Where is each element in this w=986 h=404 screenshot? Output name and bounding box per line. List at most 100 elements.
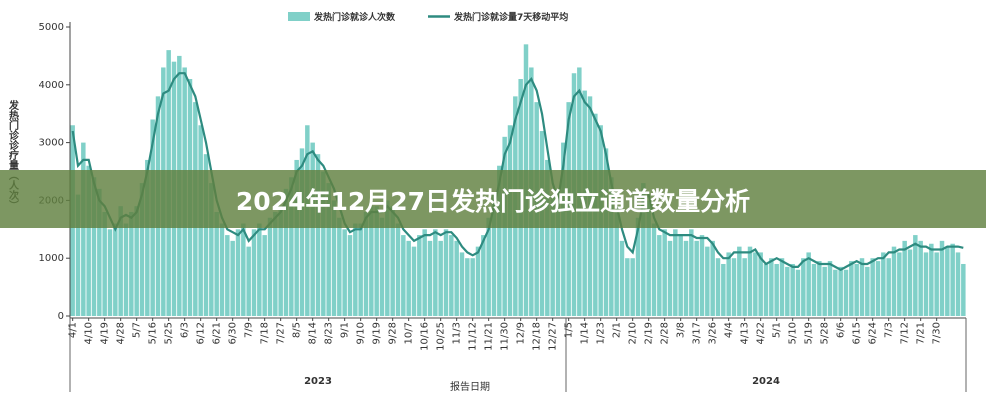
bar [262,235,267,316]
bar [145,159,150,316]
x-tick-label: 3/8 [676,322,687,338]
bar [459,252,465,316]
x-tick-label: 4/22 [756,322,767,344]
bar [603,148,609,316]
bar [614,211,619,316]
bar [139,183,145,316]
bar [667,240,673,316]
bar [417,235,422,316]
bar [747,246,753,316]
bar [731,258,737,316]
x-tick-label: 6/6 [836,322,847,338]
bar [721,263,726,316]
bar [123,223,129,316]
bar [710,240,715,316]
bar [358,223,363,316]
bar [913,235,918,316]
bar [694,240,699,316]
bar [257,223,262,316]
bar [795,269,801,316]
legend-swatch [288,12,310,21]
bar [225,235,230,316]
bar [454,240,459,316]
bar [289,177,294,316]
x-tick-label: 4/4 [724,322,735,338]
bar [385,200,390,316]
bar [129,211,134,316]
bar [230,240,235,316]
bar [246,246,251,316]
x-tick-label: 1/5 [564,322,575,338]
x-tick-label: 2/10 [628,322,639,344]
bar [758,252,763,316]
bar [854,263,859,316]
bar [449,235,454,316]
bar [422,229,427,316]
bar [779,258,785,316]
y-tick-label: 1000 [39,253,64,264]
x-tick-label: 6/24 [868,322,879,344]
x-tick-label: 12/18 [532,322,543,351]
x-tick-label: 2/28 [660,322,671,344]
x-tick-label: 6/12 [196,322,207,344]
bar [203,154,209,316]
x-tick-label: 2/19 [644,322,655,344]
bar [753,252,758,316]
x-tick-label: 5/1 [772,322,783,338]
bar [881,252,886,316]
bar [929,243,934,316]
x-tick-label: 5/7 [132,322,143,338]
bar [134,206,139,316]
bar [337,217,342,316]
bar [678,235,683,316]
bar [347,235,353,316]
bar [561,142,566,316]
bar [401,235,406,316]
bar [673,229,678,316]
bar [950,243,955,316]
bar [86,165,91,316]
bar [545,159,550,316]
bar [769,258,774,316]
bar [379,217,385,316]
x-tick-label: 4/19 [100,322,111,344]
bar [609,177,614,316]
bar [806,252,811,316]
bar [481,235,486,316]
bar [491,194,497,316]
bar [715,258,721,316]
bar [689,229,694,316]
bar [790,263,795,316]
bar [97,188,102,316]
bar [369,206,374,316]
bar [683,240,689,316]
x-tick-label: 7/27 [276,322,287,344]
bar [822,266,827,316]
bar [443,229,449,316]
y-tick-label: 0 [58,311,64,322]
x-tick-label: 7/3 [884,322,895,338]
bar [763,263,769,316]
x-tick-label: 8/5 [292,322,303,338]
bar [907,249,913,316]
bar [838,266,843,316]
bar [411,246,417,316]
bar [299,148,305,316]
bar [283,188,289,316]
x-tick-label: 4/13 [740,322,751,344]
bar [875,261,881,316]
x-tick-label: 12/27 [548,322,559,351]
x-tick-label: 7/9 [244,322,255,338]
bar [699,235,705,316]
bar [326,183,331,316]
x-tick-label: 4/10 [84,322,95,344]
x-tick-label: 5/28 [820,322,831,344]
bar [331,200,337,316]
x-tick-label: 8/23 [324,322,335,344]
bar [235,229,241,316]
x-tick-label: 9/28 [388,322,399,344]
bar [427,240,433,316]
year-label: 2024 [752,376,780,387]
x-tick-label: 7/21 [916,322,927,344]
bar [107,229,113,316]
